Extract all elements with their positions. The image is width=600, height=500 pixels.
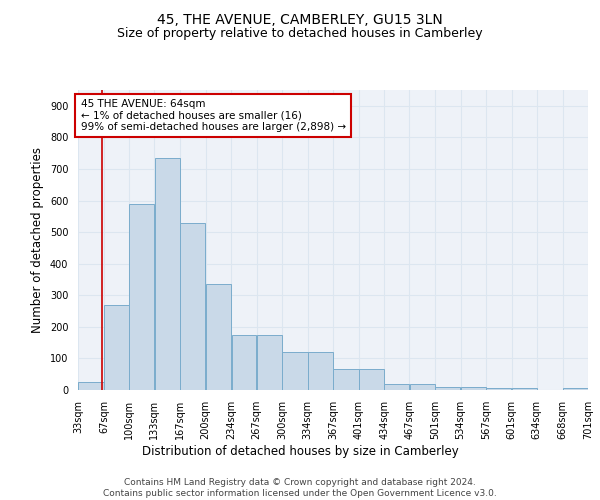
Bar	[461, 388, 485, 390]
Bar	[512, 388, 536, 390]
Text: Contains HM Land Registry data © Crown copyright and database right 2024.
Contai: Contains HM Land Registry data © Crown c…	[103, 478, 497, 498]
Bar	[385, 384, 409, 390]
Bar	[232, 334, 256, 390]
Bar	[257, 334, 281, 390]
Bar	[155, 158, 180, 390]
Text: Size of property relative to detached houses in Camberley: Size of property relative to detached ho…	[117, 28, 483, 40]
Bar	[359, 370, 384, 390]
Bar	[436, 387, 460, 390]
Bar	[308, 352, 333, 390]
Bar	[104, 304, 129, 390]
Bar	[282, 352, 308, 390]
Text: Distribution of detached houses by size in Camberley: Distribution of detached houses by size …	[142, 444, 458, 458]
Bar	[333, 370, 359, 390]
Bar	[78, 382, 104, 390]
Bar	[130, 204, 154, 390]
Bar	[486, 388, 511, 390]
Bar	[563, 388, 588, 390]
Text: 45, THE AVENUE, CAMBERLEY, GU15 3LN: 45, THE AVENUE, CAMBERLEY, GU15 3LN	[157, 12, 443, 26]
Text: 45 THE AVENUE: 64sqm
← 1% of detached houses are smaller (16)
99% of semi-detach: 45 THE AVENUE: 64sqm ← 1% of detached ho…	[80, 99, 346, 132]
Bar	[410, 384, 435, 390]
Bar	[181, 222, 205, 390]
Bar	[206, 284, 231, 390]
Y-axis label: Number of detached properties: Number of detached properties	[31, 147, 44, 333]
